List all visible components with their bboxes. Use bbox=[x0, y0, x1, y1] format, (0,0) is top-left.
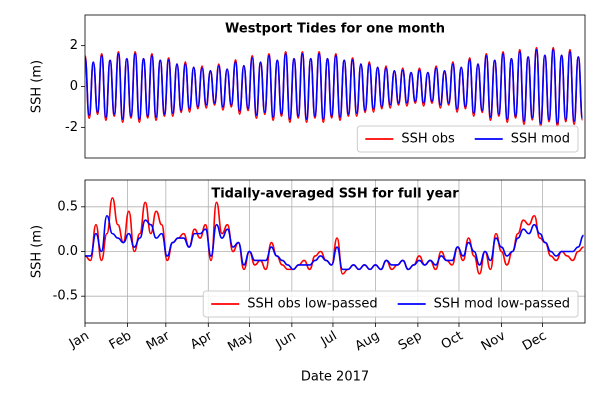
x-axis-label: Date 2017 bbox=[301, 370, 369, 385]
series-line bbox=[85, 197, 584, 275]
legend: SSH obs low-passed SSH mod low-passed bbox=[202, 290, 579, 318]
chart-title: Tidally-averaged SSH for full year bbox=[211, 187, 459, 202]
y-axis-label: SSH (m) bbox=[30, 225, 45, 278]
series-line bbox=[85, 48, 584, 125]
x-tick-label: Apr bbox=[188, 328, 216, 353]
y-tick-label: -2 bbox=[65, 120, 78, 135]
y-tick-label: 0 bbox=[70, 79, 78, 94]
x-tick-label: Mar bbox=[144, 328, 173, 354]
legend-label: SSH obs bbox=[401, 132, 455, 147]
y-axis-label: SSH (m) bbox=[30, 60, 45, 113]
legend-box bbox=[356, 125, 579, 153]
x-tick-label: Sep bbox=[396, 329, 425, 354]
x-tick-label: Jul bbox=[318, 329, 340, 350]
legend: SSH obs SSH mod bbox=[356, 125, 579, 153]
y-tick-label: 0.0 bbox=[57, 244, 78, 259]
x-tick-label: Dec bbox=[520, 329, 549, 355]
x-tick-label: Jun bbox=[273, 329, 299, 353]
legend-box bbox=[202, 290, 579, 318]
legend-label: SSH obs low-passed bbox=[247, 297, 377, 312]
axes-frame bbox=[84, 14, 586, 159]
x-tick-label: Oct bbox=[439, 329, 466, 353]
legend-label: SSH mod bbox=[511, 132, 570, 147]
y-tick-label: 2 bbox=[70, 38, 78, 53]
y-tick-label: 0.5 bbox=[57, 199, 78, 214]
x-tick-label: Feb bbox=[107, 329, 134, 354]
x-tick-label: Jan bbox=[66, 329, 92, 353]
legend-label: SSH mod low-passed bbox=[434, 297, 570, 312]
x-tick-label: Aug bbox=[353, 329, 382, 355]
y-tick-label: -0.5 bbox=[53, 289, 78, 304]
axes-frame bbox=[84, 179, 586, 324]
chart-title: Westport Tides for one month bbox=[225, 22, 445, 37]
x-tick-label: May bbox=[225, 328, 256, 355]
x-tick-label: Nov bbox=[479, 328, 509, 354]
series-line bbox=[85, 214, 585, 271]
